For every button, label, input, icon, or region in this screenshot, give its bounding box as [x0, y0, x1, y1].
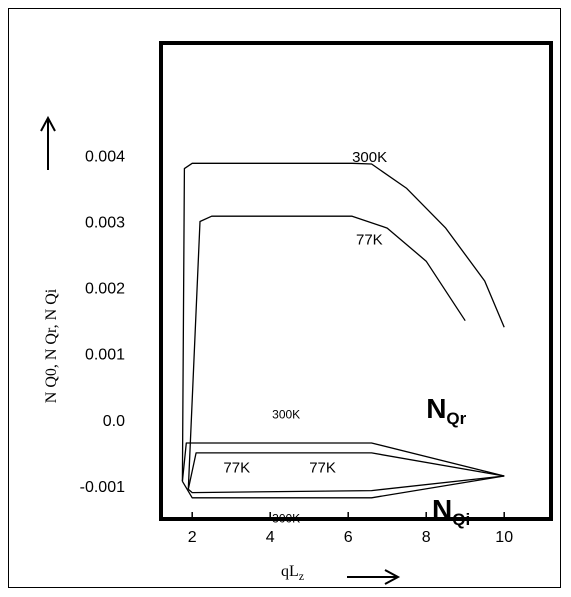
curve-label: 77K — [223, 460, 250, 477]
series-line-nqr-300k — [181, 442, 505, 482]
x-tick-label: 8 — [422, 529, 431, 546]
x-axis-title: qLz — [281, 563, 304, 583]
group-label-main: N — [432, 494, 452, 525]
group-label-sub: Qi — [452, 510, 470, 529]
curve-label: 77K — [309, 460, 336, 477]
y-tick-label: 0.003 — [85, 215, 125, 232]
series-line-nq0-77k — [187, 215, 466, 490]
group-label-main: N — [426, 393, 446, 424]
x-tick-label: 6 — [344, 529, 353, 546]
plot-axes: 2 4 6 8 10 0.004 0.003 0.002 0.001 0.0 -0.001 — [80, 41, 553, 546]
plot-border — [159, 41, 553, 521]
group-label: NQr — [426, 393, 466, 428]
series-line-nq0-300k — [181, 162, 505, 482]
x-axis-title-sub: z — [299, 569, 304, 583]
y-tick-label: 0.0 — [103, 413, 125, 430]
group-label: NQi — [432, 494, 470, 529]
x-axis-title-main: qL — [281, 563, 299, 580]
group-label-sub: Qr — [446, 409, 466, 428]
series-line-nqi-77k — [187, 475, 505, 494]
y-tick-label: 0.001 — [85, 347, 125, 364]
series-line-nqi-300k — [181, 475, 505, 499]
x-axis-arrow — [347, 569, 401, 585]
series-line-nqr-77k — [187, 452, 505, 490]
plot-series — [181, 162, 505, 499]
x-tick-label: 2 — [188, 529, 197, 546]
y-axis-title: N Q0, N Qr, N Qi — [43, 288, 60, 403]
curve-label: 300K — [272, 511, 300, 525]
y-tick-label: 0.004 — [85, 148, 125, 165]
x-tick-label: 4 — [266, 529, 275, 546]
y-axis-arrow — [40, 115, 56, 170]
x-tick-label: 10 — [495, 529, 513, 546]
y-tick-label: 0.002 — [85, 281, 125, 298]
curve-label: 300K — [272, 408, 300, 422]
curve-label: 300K — [352, 149, 387, 166]
curve-label: 77K — [356, 232, 383, 249]
y-tick-label: -0.001 — [80, 479, 125, 496]
